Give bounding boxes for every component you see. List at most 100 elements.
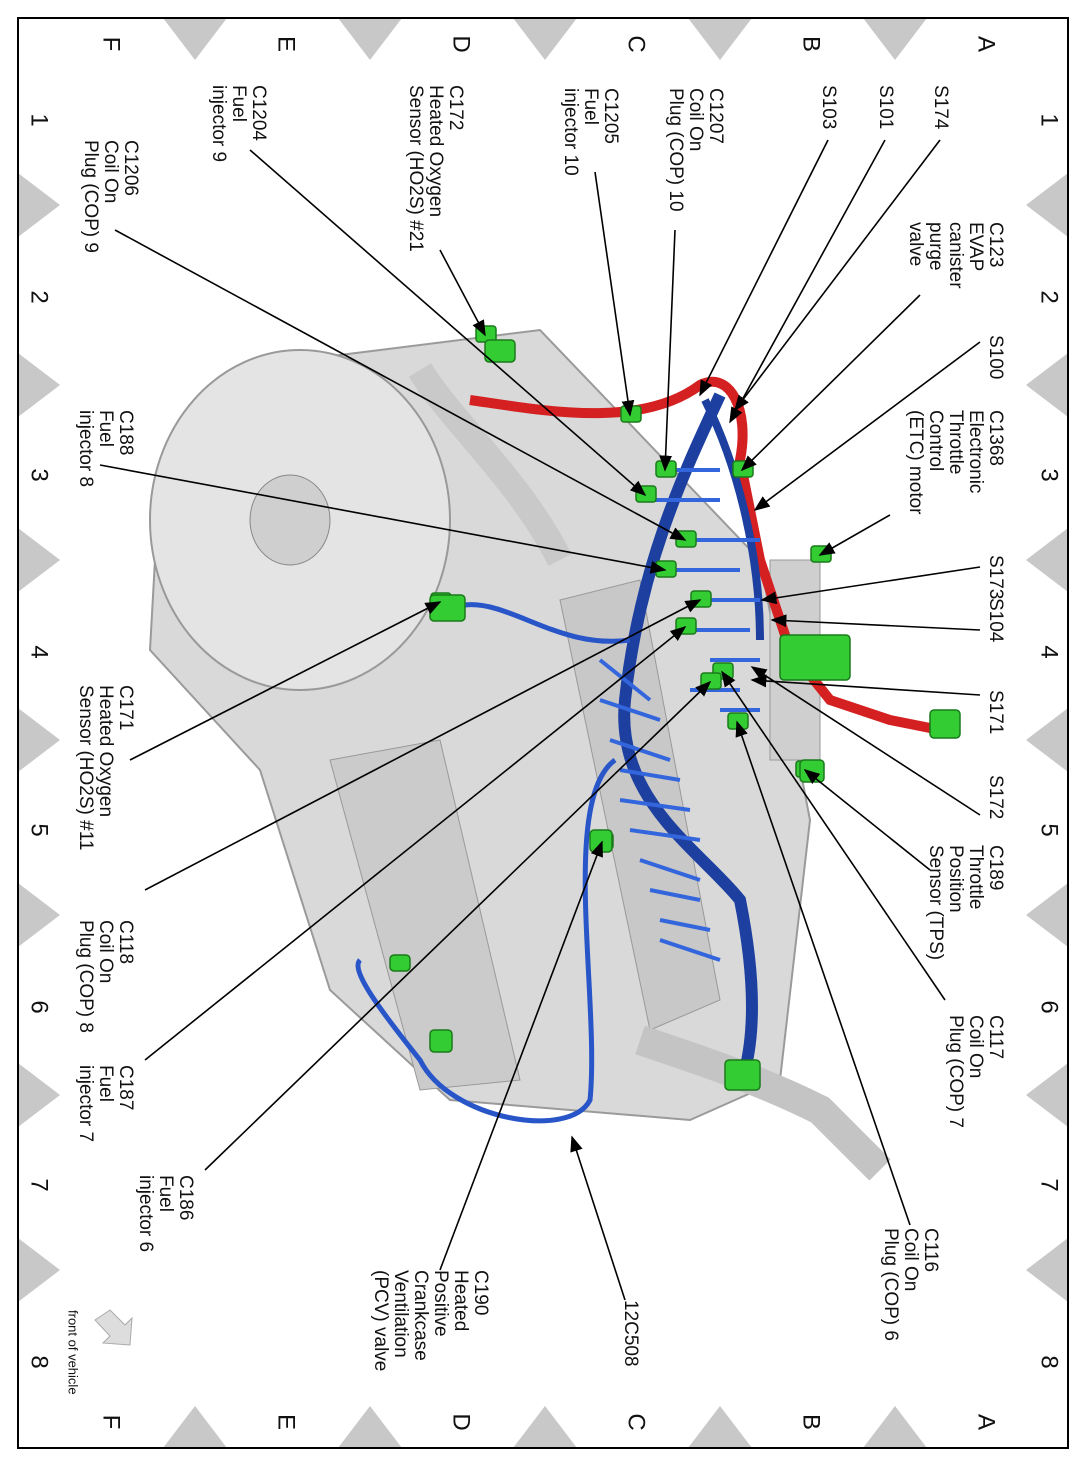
callout-line: Fuel (95, 410, 116, 447)
leader-line (735, 720, 911, 1226)
leader-line (129, 601, 442, 761)
callout-line: injector 6 (135, 1175, 156, 1252)
border (17, 17, 1069, 1449)
callout-line: Sensor (HO2S) #21 (405, 85, 426, 252)
callout-line: C116 (920, 1228, 941, 1272)
edge-marker (1026, 883, 1068, 947)
callout-label: C1207Coil OnPlug (COP) 10 (665, 88, 726, 212)
callout-line: injector 9 (208, 85, 229, 162)
callout-line: S104 (985, 598, 1006, 643)
orientation-note: front of vehicle (66, 1310, 81, 1395)
connector (929, 709, 961, 739)
callout-line: 12C508 (620, 1300, 641, 1367)
callout-line: Sensor (TPS) (925, 845, 946, 960)
callout-label: S171 (985, 690, 1006, 734)
edge-marker (1026, 708, 1068, 772)
connector (429, 1029, 453, 1053)
callout-line: C123 (985, 222, 1006, 267)
callout-line: Coil On (95, 920, 116, 983)
callout-label: C1205Fuelinjector 10 (560, 88, 621, 176)
column-label: 8 (26, 1355, 53, 1368)
leader-line (439, 840, 603, 1271)
leader-line (803, 769, 931, 871)
callout-label: S101 (875, 85, 896, 129)
callout-line: C188 (115, 410, 136, 455)
leader-line (760, 566, 981, 605)
callout-label: C187Fuelinjector 7 (75, 1065, 136, 1142)
callout-label: S104 (985, 598, 1006, 643)
callout-line: Coil On (685, 88, 706, 151)
callout-line: C1204 (248, 85, 269, 141)
callout-line: S100 (985, 335, 1006, 379)
callout-line: canister (945, 222, 966, 289)
leader-lines (99, 139, 981, 1301)
callout-line: S171 (985, 690, 1006, 734)
callout-label: C118Coil OnPlug (COP) 8 (75, 920, 136, 1033)
connector (389, 954, 411, 972)
callout-line: Throttle (945, 410, 966, 474)
callout-line: Heated Oxygen (95, 685, 116, 817)
column-label: 2 (26, 290, 53, 303)
edge-marker (688, 18, 752, 60)
column-label: 5 (26, 823, 53, 836)
callout-label: S100 (985, 335, 1006, 379)
row-label: C (623, 35, 650, 52)
row-label: A (973, 36, 1000, 52)
callout-line: C186 (175, 1175, 196, 1220)
row-label: E (273, 36, 300, 52)
connector (700, 672, 722, 690)
callout-line: Fuel (228, 85, 249, 122)
row-label: D (448, 1413, 475, 1430)
callout-line: valve (905, 222, 926, 266)
callout-label: C186Fuelinjector 6 (135, 1175, 196, 1252)
leader-line (439, 249, 486, 337)
callout-line: EVAP (965, 222, 986, 271)
column-label: 3 (26, 468, 53, 481)
leader-line (699, 139, 829, 397)
edge-marker (1026, 353, 1068, 417)
callout-line: purge (925, 222, 946, 271)
column-label: 7 (1036, 1178, 1063, 1191)
leader-line (750, 666, 981, 816)
column-label: 8 (1036, 1355, 1063, 1368)
callout-line: C190 (470, 1270, 491, 1315)
column-label: 7 (26, 1178, 53, 1191)
callout-label: C1204Fuelinjector 9 (208, 85, 269, 162)
edge-marker (18, 173, 60, 237)
front-arrow (94, 1309, 133, 1346)
callout-line: C189 (985, 845, 1006, 890)
edge-marker (1026, 173, 1068, 237)
edge-marker (338, 1406, 402, 1448)
callout-line: S172 (985, 775, 1006, 819)
connector (675, 530, 697, 548)
connector (484, 339, 516, 363)
frame (17, 17, 1069, 1449)
callout-label: C1206Coil OnPlug (COP) 9 (80, 140, 141, 253)
connector (724, 1059, 761, 1091)
leader-line (204, 680, 712, 1171)
callout-label: C117Coil OnPlug (COP) 7 (945, 1015, 1006, 1128)
leader-line (249, 149, 647, 497)
column-label: 1 (1036, 113, 1063, 126)
row-label: F (98, 1415, 125, 1430)
callout-line: C171 (115, 685, 136, 730)
connector (620, 405, 642, 423)
edge-marker (863, 1406, 927, 1448)
callout-line: Plug (COP) 8 (75, 920, 96, 1033)
edge-marker (513, 1406, 577, 1448)
leader-line (144, 625, 687, 1061)
callout-line: Fuel (155, 1175, 176, 1212)
connector (779, 634, 851, 681)
connector (429, 594, 466, 622)
column-label: 6 (1036, 1000, 1063, 1013)
leader-line (818, 514, 891, 556)
callout-line: injector 7 (75, 1065, 96, 1142)
row-label: A (973, 1414, 1000, 1430)
callout-line: Heated (450, 1270, 471, 1331)
edge-marker (1026, 528, 1068, 592)
row-label: B (798, 36, 825, 52)
callout-line: S103 (818, 85, 839, 129)
edge-marker (163, 1406, 227, 1448)
callout-label: S173 (985, 555, 1006, 599)
edge-marker (18, 708, 60, 772)
